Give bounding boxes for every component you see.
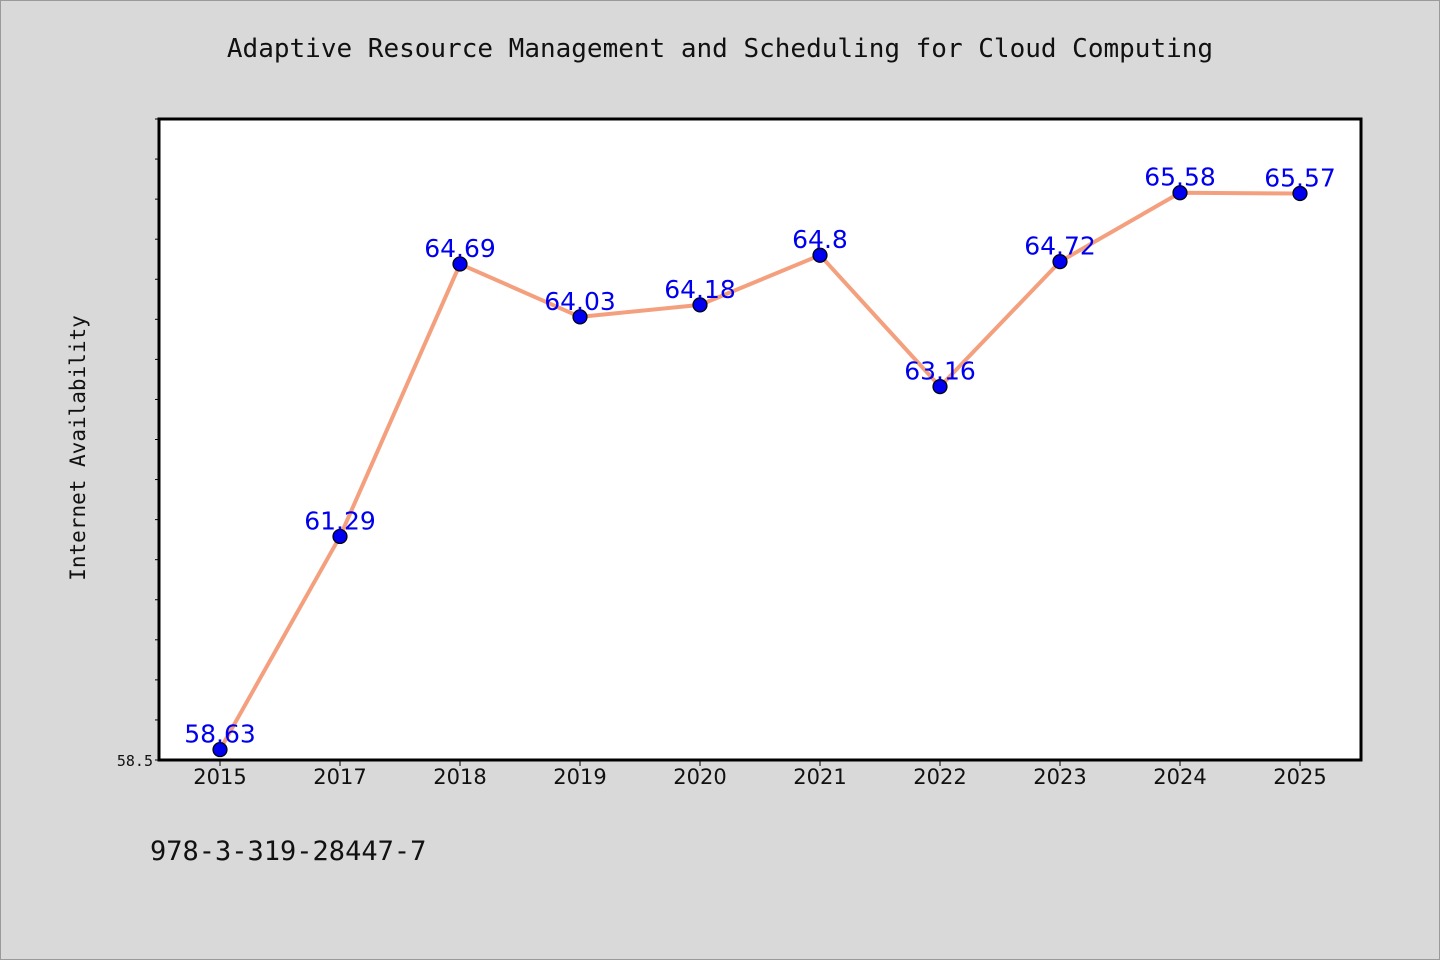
x-tick-label: 2020 (673, 765, 726, 789)
data-point (1172, 185, 1188, 201)
x-tick-label: 2015 (193, 765, 246, 789)
data-label: 61.29 (304, 506, 376, 535)
x-tick-label: 2022 (913, 765, 966, 789)
x-tick-label: 2025 (1273, 765, 1326, 789)
data-labels: 58.63 61.29 64.69 64.03 64.18 64.8 63.16 64.72 6… (184, 163, 1336, 749)
data-point (932, 379, 948, 395)
data-label: 65.58 (1144, 163, 1216, 192)
x-tick-label: 2019 (553, 765, 606, 789)
data-label: 65.57 (1264, 164, 1336, 193)
chart-title: Adaptive Resource Management and Schedul… (226, 34, 1214, 64)
data-label: 64.72 (1024, 232, 1096, 261)
data-point (212, 741, 228, 758)
data-point (572, 309, 588, 325)
data-label: 58.63 (184, 720, 256, 749)
plot-area (159, 119, 1361, 760)
x-tick-label: 2018 (433, 765, 486, 789)
data-label: 64.03 (544, 287, 616, 316)
data-markers (212, 185, 1308, 758)
data-label: 64.18 (664, 275, 736, 304)
data-point (812, 247, 828, 263)
data-label: 64.8 (792, 225, 848, 254)
x-tick-label: 2023 (1033, 765, 1086, 789)
x-axis-ticks: 2015 2017 2018 2019 2020 2021 2022 2023 2024 2025 (193, 760, 1327, 789)
x-tick-label: 2024 (1153, 765, 1206, 789)
data-point (1052, 254, 1068, 270)
x-tick-label: 2021 (793, 765, 846, 789)
data-point (692, 297, 708, 313)
x-tick-label: 2017 (313, 765, 366, 789)
plot-frame (157, 117, 1363, 762)
data-point (452, 256, 468, 272)
y-tick-label-min: 58.5 (117, 752, 153, 770)
data-label: 64.69 (424, 234, 496, 263)
footer-identifier: 978-3-319-28447-7 (150, 836, 427, 867)
series-line (218, 190, 1302, 752)
data-point (1292, 185, 1308, 202)
data-label: 63.16 (904, 357, 976, 386)
data-point (332, 528, 348, 545)
